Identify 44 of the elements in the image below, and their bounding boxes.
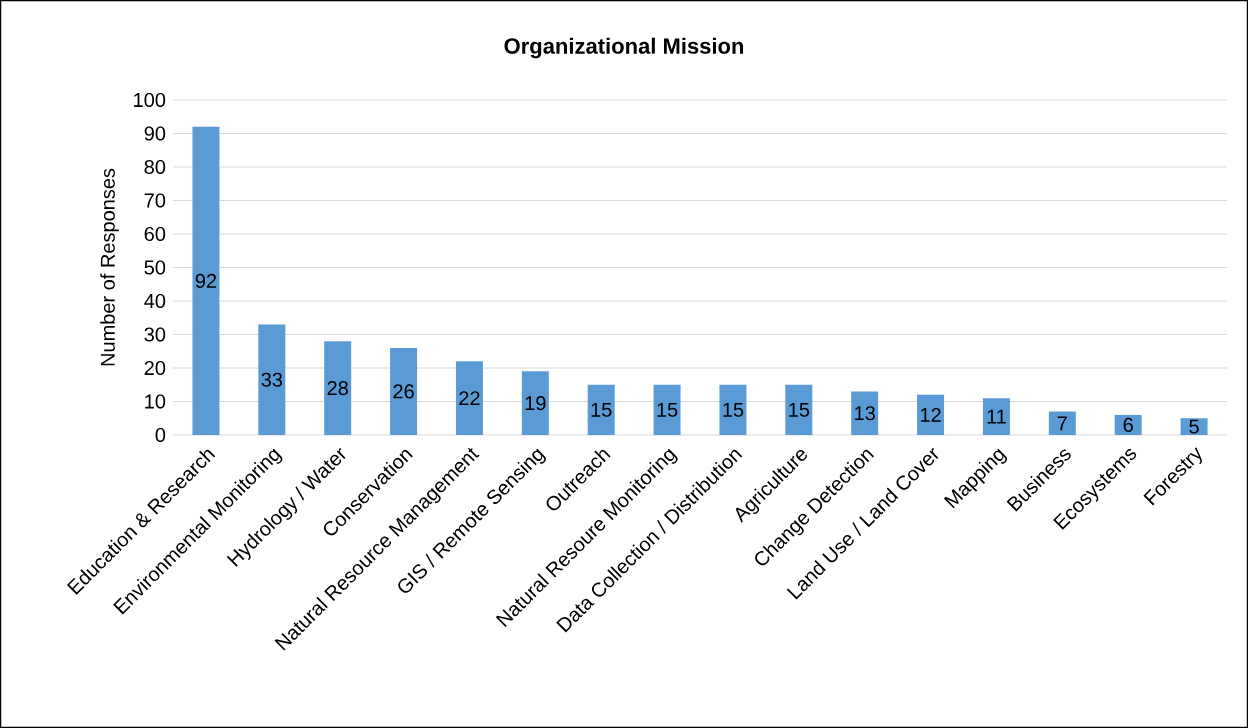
data-label: 28 xyxy=(327,381,348,396)
data-label: 15 xyxy=(591,402,612,417)
bar xyxy=(982,398,1010,435)
y-tick-label: 50 xyxy=(144,260,166,275)
data-label: 12 xyxy=(920,407,941,422)
data-label: 6 xyxy=(1123,417,1133,433)
y-tick-label: 100 xyxy=(134,92,166,108)
bar xyxy=(587,384,615,435)
y-tick-label: 70 xyxy=(144,193,166,208)
chart-title: Organizational Mission xyxy=(504,37,744,59)
bar xyxy=(917,394,945,435)
data-label: 15 xyxy=(657,402,678,417)
data-label: 15 xyxy=(789,402,810,417)
bar xyxy=(1180,418,1208,435)
bar xyxy=(785,384,813,435)
bar xyxy=(653,384,681,435)
bar xyxy=(455,361,483,435)
y-tick-label: 90 xyxy=(144,126,166,141)
y-tick-label: 10 xyxy=(145,394,166,409)
y-tick-label: 40 xyxy=(144,293,166,309)
data-label: 5 xyxy=(1189,419,1199,434)
y-tick-label: 20 xyxy=(144,360,166,376)
data-label: 15 xyxy=(723,402,744,417)
bar xyxy=(390,347,418,435)
data-label: 26 xyxy=(393,384,414,399)
y-tick-label: 0 xyxy=(155,427,166,443)
data-label: 33 xyxy=(261,372,283,387)
y-tick-label: 60 xyxy=(144,226,166,242)
bar xyxy=(258,324,286,435)
bar xyxy=(324,341,352,435)
data-label: 19 xyxy=(525,396,546,411)
bar xyxy=(851,391,879,435)
data-label: 92 xyxy=(195,273,217,288)
bar xyxy=(192,126,220,435)
data-label: 11 xyxy=(987,409,1006,424)
bar xyxy=(1048,411,1076,435)
data-label: 13 xyxy=(855,406,875,421)
y-tick-label: 30 xyxy=(144,327,166,342)
bar xyxy=(521,371,549,435)
data-label: 22 xyxy=(459,391,480,406)
bar xyxy=(719,384,747,435)
data-label: 7 xyxy=(1057,416,1067,431)
y-axis-title: Number of Responses xyxy=(100,168,119,366)
y-tick-label: 80 xyxy=(144,159,166,175)
